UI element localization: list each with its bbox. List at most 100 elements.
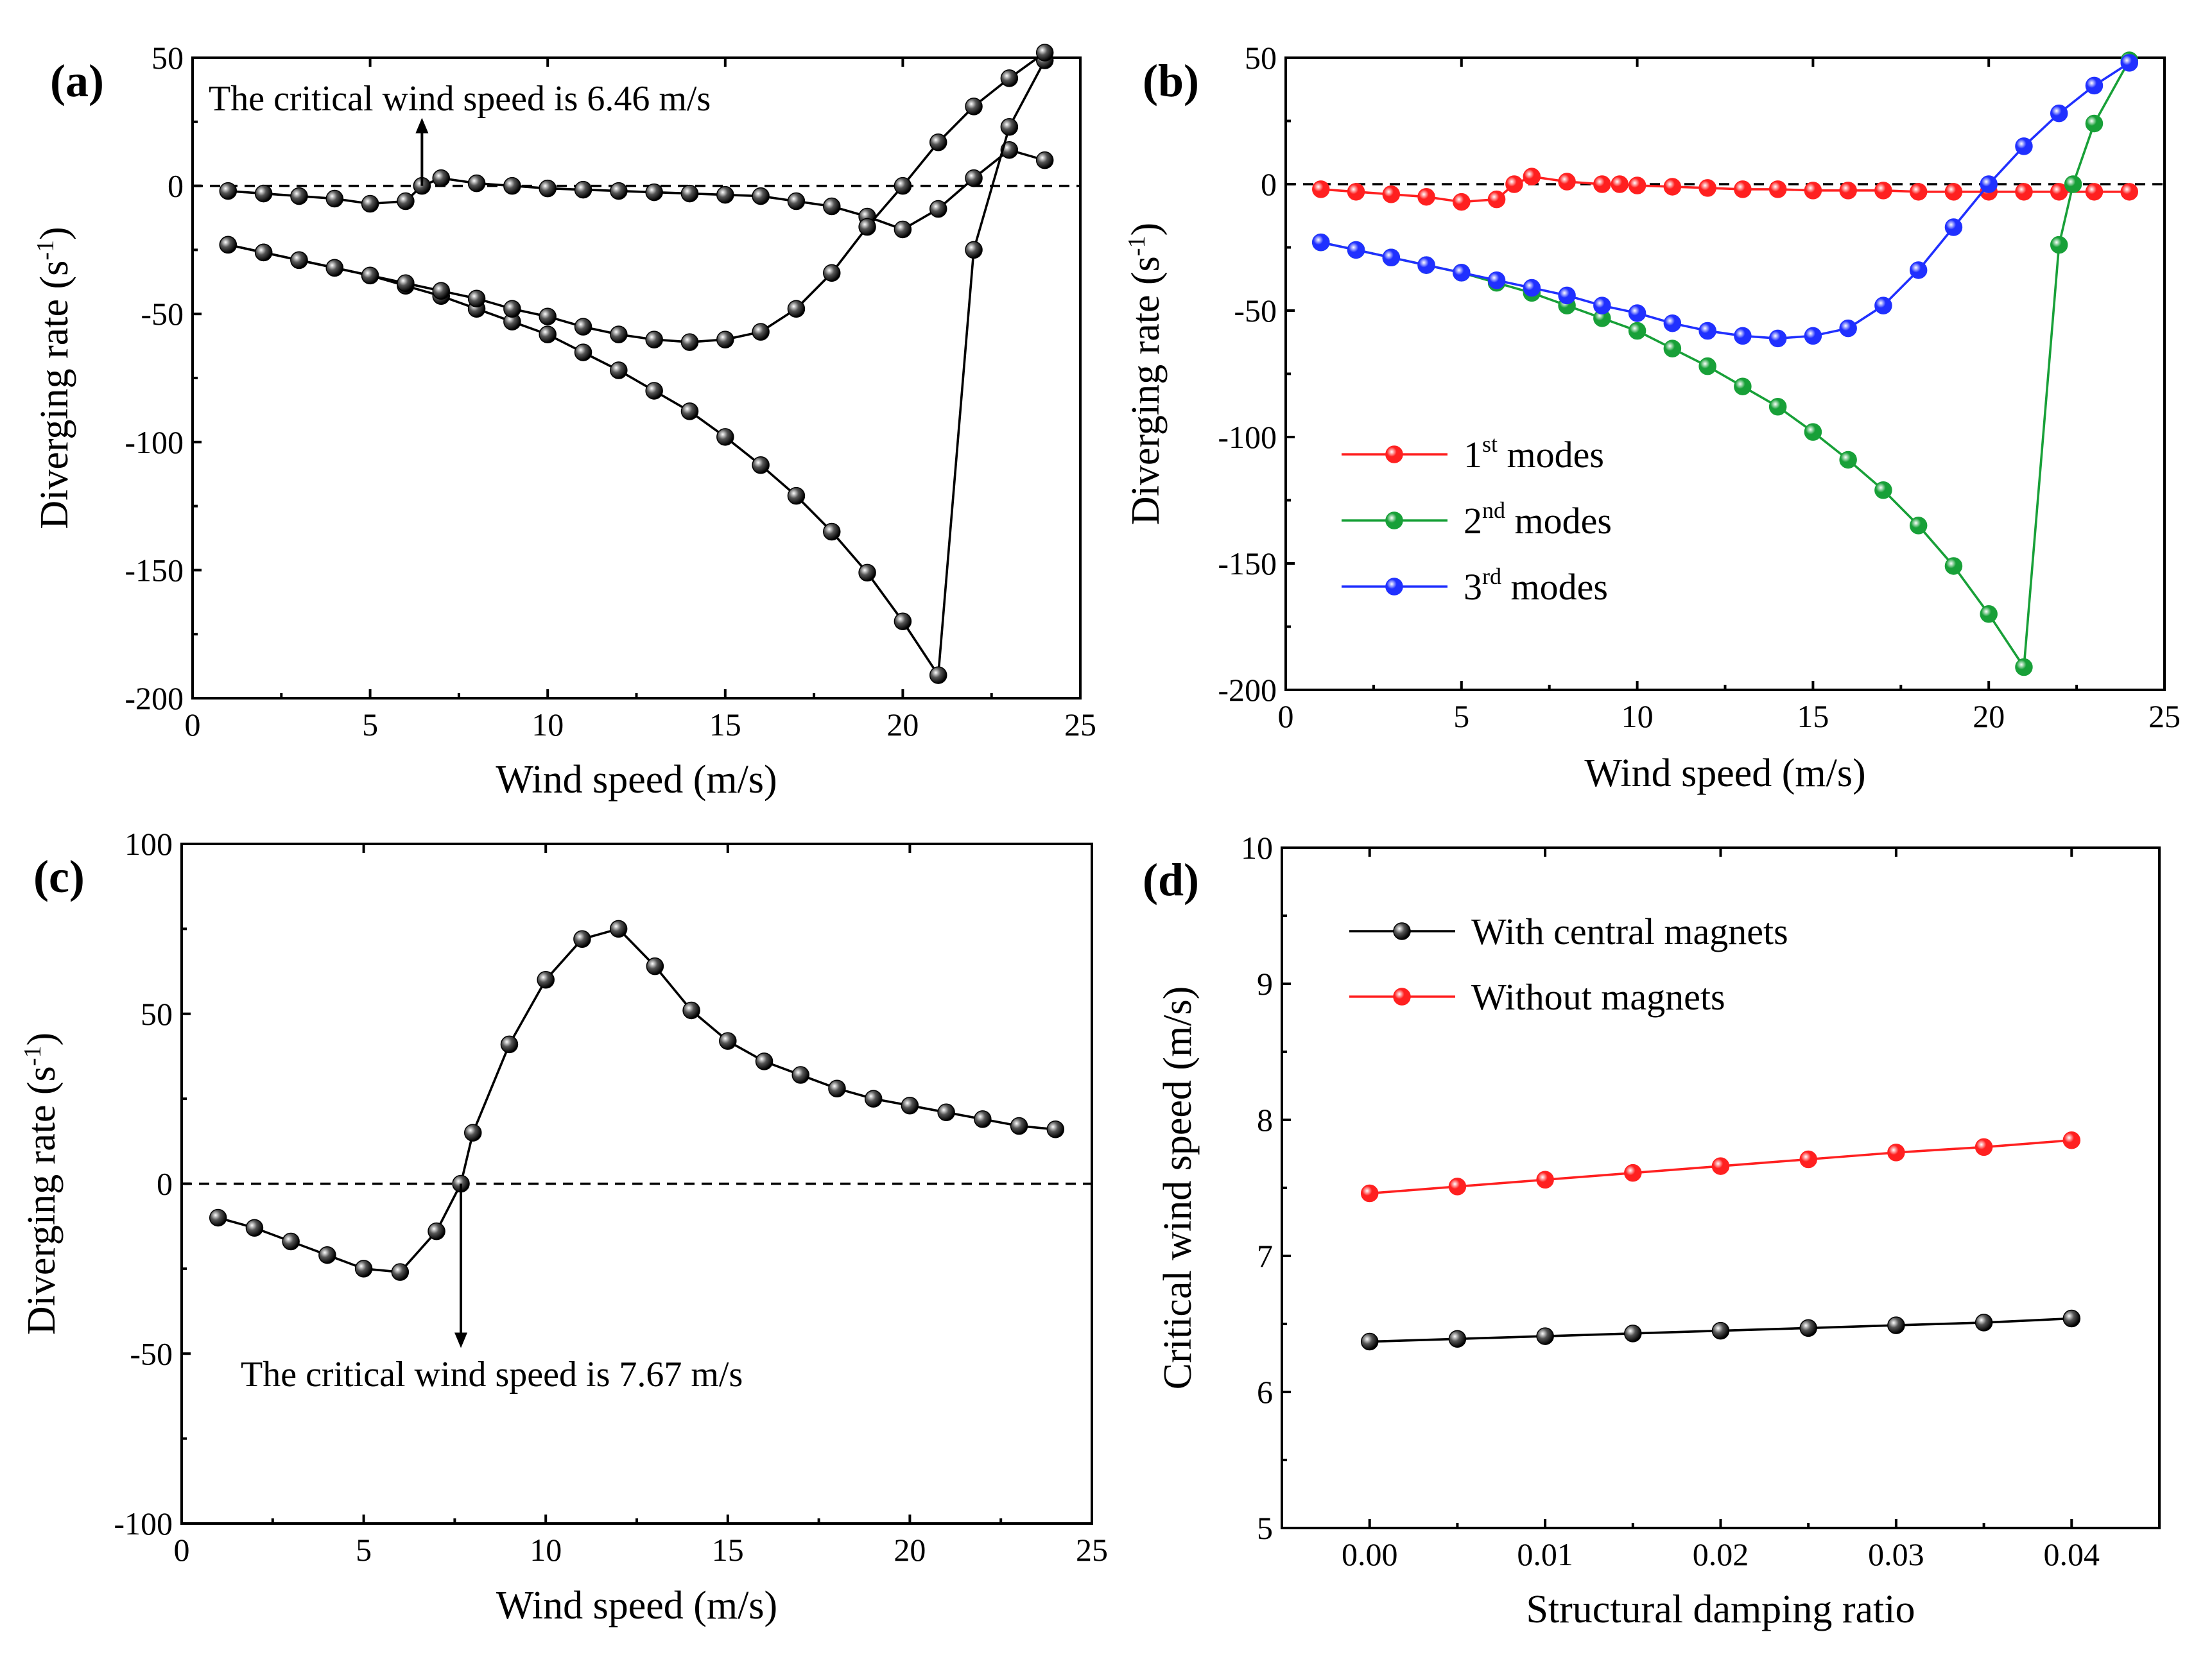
data-point <box>1593 175 1611 193</box>
data-point <box>1347 183 1365 201</box>
data-point <box>2064 175 2082 193</box>
data-point <box>1558 286 1576 305</box>
data-point <box>397 192 415 210</box>
data-point <box>467 289 486 307</box>
y-axis-label: Diverging rate (s-1) <box>1123 223 1168 525</box>
y-tick-label: 50 <box>151 40 184 76</box>
data-point <box>539 179 557 198</box>
y-tick-label: -50 <box>141 296 184 332</box>
data-point <box>1768 329 1787 348</box>
data-point <box>2062 1131 2081 1149</box>
data-point <box>1347 241 1365 259</box>
x-tick-label: 0.01 <box>1517 1536 1573 1572</box>
data-point <box>1505 175 1523 193</box>
critical-speed-annotation: The critical wind speed is 7.67 m/s <box>241 1183 743 1395</box>
data-point <box>1035 44 1054 62</box>
data-point <box>1663 178 1682 196</box>
data-point <box>254 243 273 262</box>
data-point <box>1624 1163 1642 1182</box>
data-point <box>1768 397 1787 416</box>
y-tick-label: 0 <box>157 1166 173 1202</box>
data-point <box>282 1232 300 1251</box>
data-point <box>787 300 806 318</box>
data-point <box>1980 605 1998 623</box>
x-tick-label: 10 <box>531 707 564 743</box>
y-tick-label: -50 <box>1234 293 1277 329</box>
data-point <box>1448 1330 1467 1348</box>
x-axis-label: Wind speed (m/s) <box>496 758 777 802</box>
y-tick-label: -150 <box>1218 545 1277 581</box>
y-tick-label: -100 <box>125 424 184 460</box>
data-point <box>2085 114 2104 133</box>
data-point <box>610 182 628 200</box>
data-point <box>1711 1321 1730 1340</box>
data-point <box>752 456 770 474</box>
data-point <box>974 1110 992 1128</box>
series-line <box>1320 62 2130 340</box>
series-line <box>1320 60 2130 671</box>
data-point <box>1448 1178 1467 1196</box>
data-point <box>1558 173 1576 191</box>
legend-label-rest: modes <box>1501 566 1608 608</box>
data-point <box>1628 322 1646 340</box>
legend-label: Without magnets <box>1471 976 1725 1018</box>
data-point <box>1804 423 1822 441</box>
legend-label-sup: rd <box>1482 563 1501 589</box>
data-point <box>325 259 344 277</box>
x-tick-label: 0 <box>174 1532 190 1568</box>
data-point <box>432 169 450 187</box>
data-point <box>929 133 947 151</box>
panel-label: (a) <box>50 55 104 107</box>
data-point <box>965 169 983 187</box>
data-point <box>828 1079 846 1097</box>
data-point <box>680 333 699 351</box>
data-point <box>823 522 841 541</box>
legend-item: Without magnets <box>1349 976 1725 1018</box>
data-point <box>503 300 521 318</box>
y-tick-label: 7 <box>1257 1238 1273 1274</box>
data-point <box>539 325 557 343</box>
legend-marker <box>1385 445 1403 463</box>
x-tick-label: 0 <box>1278 698 1294 734</box>
data-point <box>391 1263 410 1281</box>
y-axis-label-main: Diverging rate (s <box>20 1066 64 1335</box>
y-axis: -100 -50 0 50 100 <box>114 826 191 1541</box>
data-point <box>965 98 983 116</box>
data-point <box>716 428 734 446</box>
data-point <box>318 1246 336 1264</box>
data-point <box>574 180 592 199</box>
x-tick-label: 15 <box>1797 698 1829 734</box>
data-point <box>823 197 841 216</box>
data-point <box>2015 183 2033 201</box>
y-axis-label-close: ) <box>20 1033 64 1046</box>
data-point <box>209 1208 227 1227</box>
plot-frame <box>1284 56 2166 691</box>
legend-label: With central magnets <box>1471 911 1788 952</box>
y-axis-label: Critical wind speed (m/s) <box>1156 986 1200 1389</box>
data-point <box>1944 183 1963 201</box>
annotation-arrow-head <box>454 1332 468 1348</box>
y-tick-label: 6 <box>1257 1374 1273 1410</box>
data-point <box>1663 314 1682 332</box>
data-point <box>1799 1319 1817 1337</box>
critical-speed-annotation: The critical wind speed is 6.46 m/s <box>209 79 711 186</box>
data-point <box>500 1035 519 1054</box>
data-point <box>467 174 486 193</box>
data-point <box>610 361 628 379</box>
legend-label-sup: nd <box>1482 497 1505 523</box>
series-line <box>1320 175 2130 203</box>
data-point <box>1887 1144 1905 1162</box>
data-point <box>1698 322 1716 340</box>
x-axis-label: Wind speed (m/s) <box>496 1584 777 1627</box>
data-point <box>680 402 699 420</box>
x-tick-label: 20 <box>886 707 919 743</box>
data-point <box>1874 296 1892 314</box>
data-point <box>361 194 379 213</box>
y-tick-label: 50 <box>1245 40 1277 76</box>
legend-label: 1st modes <box>1464 431 1604 476</box>
data-point <box>1799 1150 1817 1169</box>
y-tick-label: -200 <box>125 680 184 716</box>
x-axis-label: Structural damping ratio <box>1526 1588 1915 1631</box>
data-point <box>1360 1332 1379 1351</box>
